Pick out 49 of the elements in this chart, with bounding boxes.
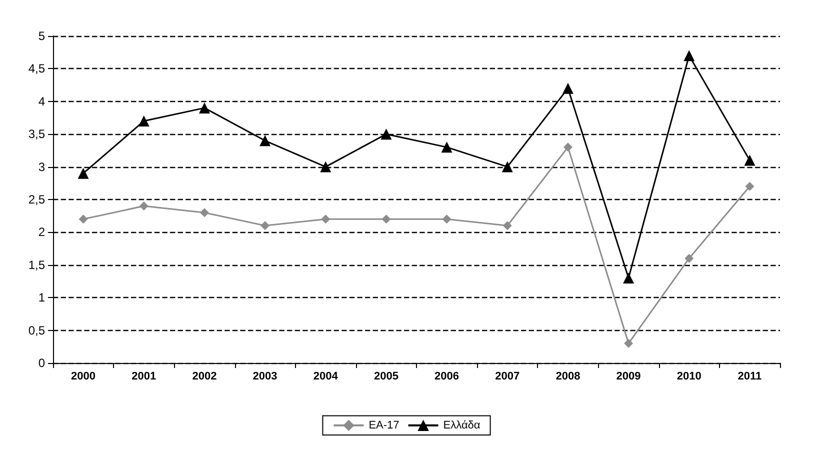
x-tick-label: 2001 (132, 370, 156, 382)
point (562, 82, 574, 94)
x-tick-label: 2003 (252, 370, 278, 382)
x-tick-label: 2005 (374, 370, 398, 382)
y-tick-label: 3,5 (28, 127, 46, 142)
y-tick-label: 4 (38, 94, 46, 108)
point (442, 214, 452, 224)
x-tick-label: 2007 (495, 370, 520, 382)
x-tick-label: 2004 (313, 370, 339, 382)
point (382, 214, 391, 224)
point (502, 161, 513, 172)
point (563, 142, 572, 152)
x-tick-label: 2002 (192, 370, 217, 382)
y-tick-label: 3 (38, 160, 46, 174)
y-tick-label: 4,5 (28, 62, 46, 76)
point (138, 116, 150, 127)
x-tick-label: 2011 (738, 370, 762, 382)
point (321, 214, 330, 224)
point (684, 254, 694, 263)
x-tick-label: 2009 (616, 370, 641, 382)
y-tick-label: 0,5 (28, 323, 46, 338)
y-tick-label: 1 (38, 290, 46, 305)
point (744, 154, 756, 166)
point (200, 208, 209, 218)
point (380, 128, 392, 140)
y-tick-label: 2 (38, 225, 46, 240)
point (78, 168, 89, 179)
point (624, 338, 634, 348)
point (260, 135, 271, 146)
point (260, 221, 270, 230)
point (502, 221, 512, 230)
point (320, 161, 332, 172)
x-tick-label: 2000 (71, 370, 96, 382)
point (139, 202, 148, 211)
x-tick-label: 2006 (434, 370, 460, 382)
y-tick-label: 0 (38, 356, 46, 370)
point (745, 182, 754, 191)
y-tick-label: 2,5 (28, 192, 46, 206)
x-tick-label: 2010 (676, 370, 702, 382)
point (441, 142, 452, 153)
point (198, 102, 210, 114)
x-tick-label: 2008 (556, 370, 580, 382)
point (623, 272, 634, 284)
y-tick-label: 5 (38, 29, 46, 43)
point (684, 50, 695, 62)
point (78, 214, 88, 224)
legend-label: ΕΑ-17 (368, 419, 400, 432)
legend-label: Ελλάδα (443, 419, 481, 432)
y-tick-label: 1,5 (28, 258, 46, 272)
